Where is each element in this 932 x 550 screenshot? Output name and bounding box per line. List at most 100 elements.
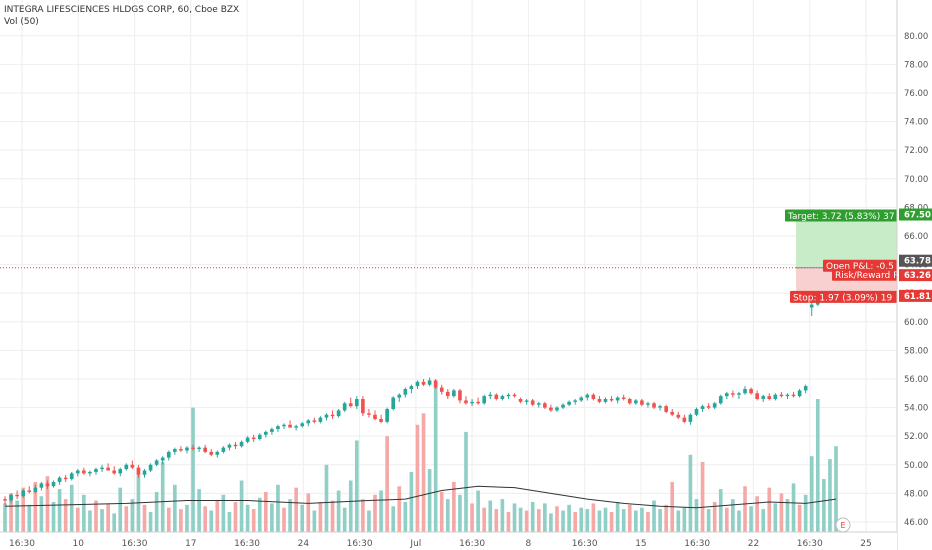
candle-body (731, 393, 735, 395)
profit-zone (796, 214, 897, 268)
time-tick-label: 16:30 (572, 539, 598, 549)
price-tick-label: 76.00 (904, 89, 928, 99)
price-badge-bg (899, 269, 932, 282)
volume-ma-line (4, 485, 837, 509)
candle-body (88, 471, 92, 474)
volume-bar (306, 493, 311, 532)
volume-bar (69, 484, 74, 532)
volume-bar (361, 499, 365, 532)
price-tick-label: 50.00 (904, 461, 928, 471)
price-tick-label: 58.00 (904, 346, 928, 356)
candle-body (330, 414, 335, 417)
candle-body (615, 397, 620, 401)
volume-bar (197, 489, 201, 532)
time-tick-label: 16:30 (234, 539, 260, 549)
candle-body (646, 403, 650, 405)
volume-bar (555, 506, 559, 532)
candle-body (300, 423, 305, 427)
candle-body (45, 483, 50, 487)
candle-body (324, 414, 329, 418)
candle-body (597, 399, 602, 402)
candle-body (452, 390, 456, 397)
price-axis[interactable]: 46.00 48.00 50.00 52.00 54.00 56.00 58.00 60.00… (896, 0, 932, 550)
candle-body (264, 431, 268, 435)
volume-bar (27, 504, 32, 532)
price-tick-label: 56.00 (904, 375, 928, 385)
volume-bar (251, 509, 256, 532)
earnings-marker[interactable]: E (835, 517, 851, 533)
price-tick-label: 66.00 (904, 232, 928, 242)
volume-bar (658, 509, 662, 532)
volume-bar (15, 500, 19, 532)
candle-body (458, 390, 462, 401)
candle-body (676, 414, 681, 418)
candle-body (409, 386, 414, 389)
candle-body (348, 403, 353, 407)
candle-body (379, 419, 383, 422)
volume-bar (312, 510, 317, 532)
long-position-tool[interactable]: Target: 3.72 (5.83%) 37 Open P&L: -0.5Ris… (0, 209, 899, 304)
volume-bar (634, 510, 638, 532)
volume-bar (500, 499, 505, 532)
volume-bar (494, 509, 499, 532)
time-tick-label: 16:30 (797, 539, 823, 549)
volume-bar (318, 501, 323, 532)
candle-body (791, 394, 796, 397)
candle-body (524, 400, 529, 402)
volume-bar (264, 491, 268, 532)
open-pnl-label: Open P&L: -0.5 (826, 262, 894, 272)
candle-body (627, 399, 632, 404)
candle-body (142, 470, 147, 475)
volume-bar (191, 407, 195, 532)
candle-body (33, 487, 38, 492)
time-tick-label: 24 (298, 539, 310, 549)
candle-body (700, 406, 705, 410)
volume-bar (712, 501, 717, 532)
volume-bar (294, 487, 298, 532)
candle-body (585, 394, 590, 398)
candle-body (160, 457, 165, 461)
time-axis[interactable]: 16:30 10 16:30 17 16:30 24 16:30 Jul 16:30 8 16:30… (0, 531, 897, 550)
candle-body (21, 490, 26, 497)
volume-bar (640, 507, 644, 532)
volume-bar (276, 484, 280, 532)
volume-bar (439, 491, 444, 532)
volume-bar (215, 500, 220, 532)
candle-body (718, 396, 723, 404)
candle-body (415, 381, 420, 387)
volume-bar (603, 507, 608, 532)
volume-bar (142, 504, 147, 532)
candle-body (391, 397, 396, 410)
candle-body (221, 447, 226, 452)
volume-bar (506, 511, 511, 532)
volume-bar (585, 509, 590, 532)
candle-body (603, 399, 608, 402)
candle-body (433, 380, 438, 388)
time-tick-label: 8 (526, 539, 532, 549)
candle-body (197, 447, 201, 450)
candle-body (270, 429, 274, 432)
volume-bar (403, 501, 408, 532)
volume-study-label[interactable]: Vol (50) (4, 17, 39, 27)
price-tick-label: 46.00 (904, 518, 928, 528)
volume-bar (688, 454, 693, 532)
volume-bar (834, 446, 838, 532)
time-axis-bg (0, 532, 897, 550)
risk-reward-label: Risk/Reward R (835, 271, 899, 281)
volume-bar (482, 507, 487, 532)
candle-body (154, 460, 159, 465)
volume-bar (39, 496, 44, 532)
volume-bar (209, 510, 214, 532)
volume-bar (591, 503, 596, 532)
candle-body (191, 447, 195, 450)
volume-bar (597, 510, 602, 532)
volume-bar (664, 504, 668, 532)
risk-reward-label-bg (832, 268, 897, 281)
volume-bar (33, 481, 38, 532)
volume-bar (45, 476, 50, 532)
volume-bar (609, 511, 614, 532)
volume-bar (718, 489, 723, 532)
candle-body (445, 391, 450, 397)
candle-body (779, 394, 784, 397)
